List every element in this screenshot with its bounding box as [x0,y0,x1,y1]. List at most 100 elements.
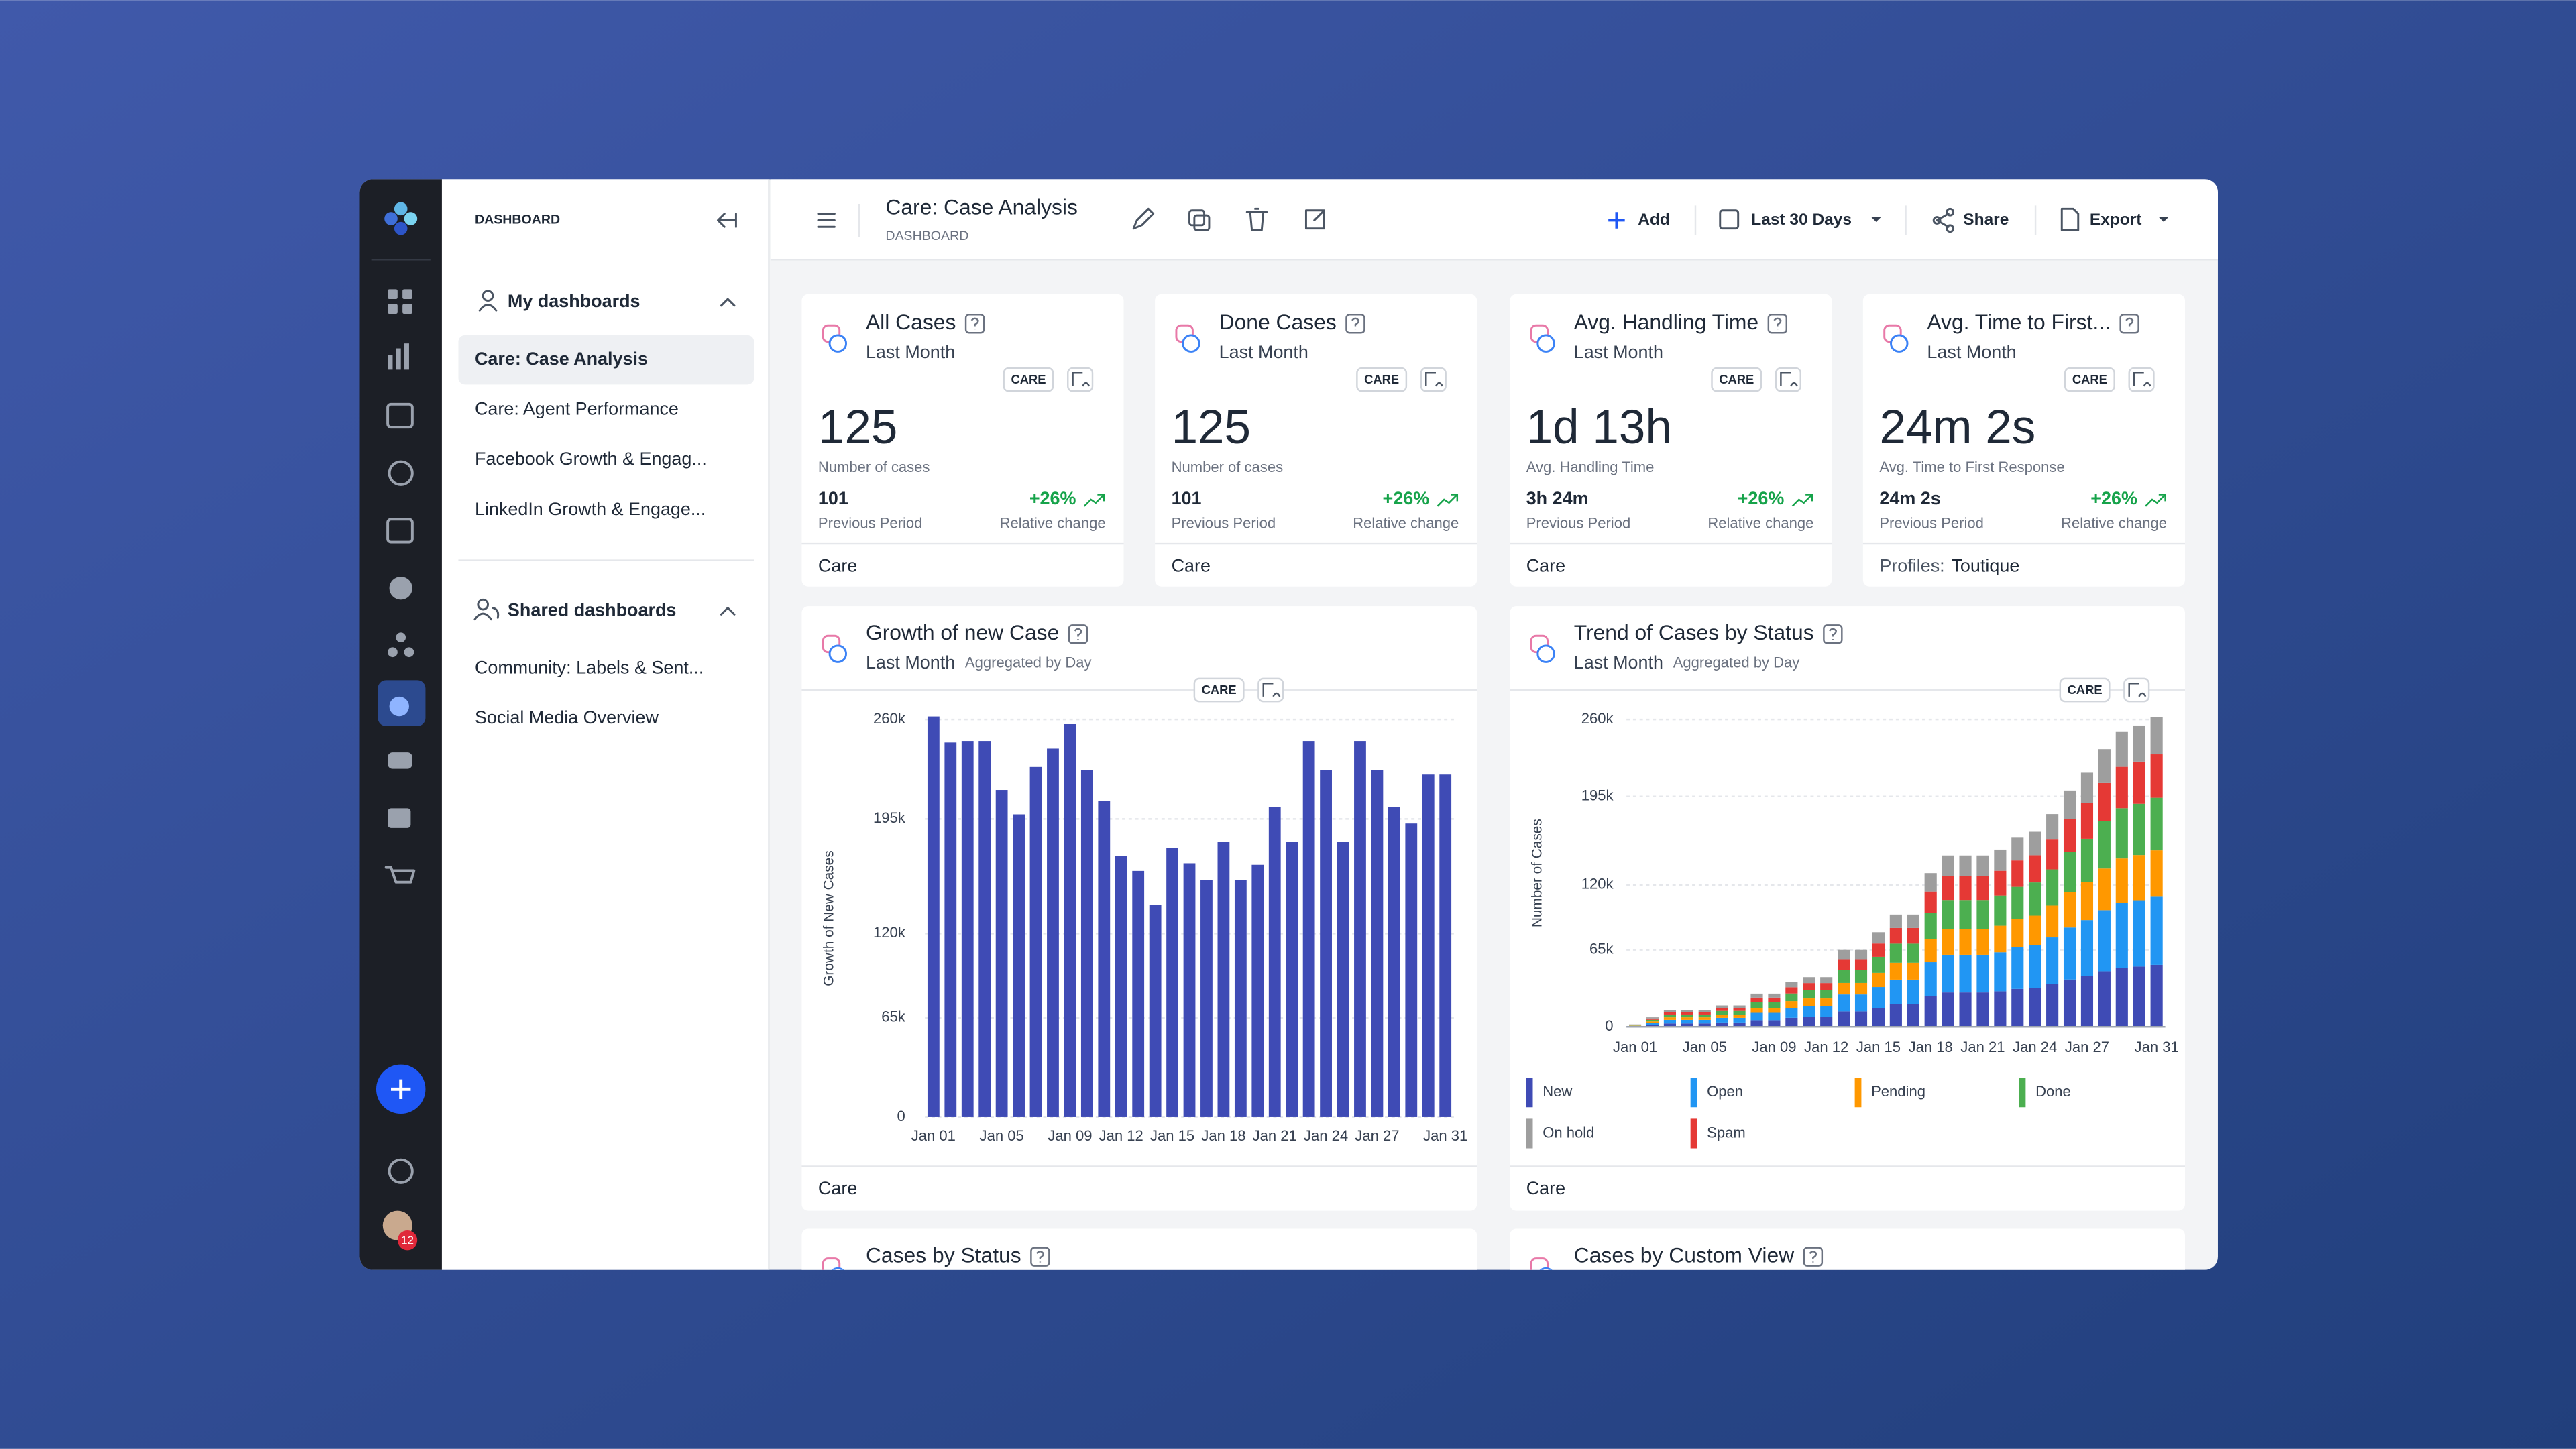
section-title[interactable]: My dashboards [508,291,640,311]
bar [1132,870,1145,1117]
bar [1371,770,1384,1117]
bar-segment [1716,1010,1728,1015]
widget-title: Cases by Status [866,1243,1021,1267]
window: 12 DASHBOARD My dashboards Care: Case An… [359,179,2218,1270]
kpi-card: All Cases Last Month CARE 125 Number of case… [801,294,1124,587]
x-tick-label: Jan 12 [1099,1127,1143,1144]
help-icon[interactable] [1823,624,1843,644]
add-button-icon [391,1079,411,1100]
help-icon-glyph [1809,1251,1817,1263]
bar-segment [1854,994,1868,1012]
user-icon [482,290,494,302]
bar-segment [1768,1002,1781,1008]
legend-swatch [1690,1078,1697,1108]
bar-segment [1803,1006,1815,1017]
profile-icon[interactable] [1775,367,1802,392]
header-action[interactable]: Share [1963,211,2009,229]
bar-segment [1716,1005,1728,1008]
bar-segment [2080,976,2094,1027]
y-tick-label: 0 [897,1108,905,1124]
edit-icon[interactable] [1132,207,1155,230]
profile-icon[interactable] [1067,367,1094,392]
x-tick-label: Jan 01 [1613,1039,1657,1055]
help-icon[interactable] [1767,314,1788,334]
delete-icon[interactable] [1245,207,1268,231]
help-icon[interactable] [1068,624,1088,644]
dashboard-link[interactable]: Social Media Overview [475,707,659,728]
help-icon[interactable] [2119,314,2139,334]
bar-segment [2098,868,2111,911]
legend-label[interactable]: Open [1707,1083,1743,1100]
bar-segment [1976,876,1989,901]
open-icon[interactable] [1304,209,1325,230]
help-icon[interactable] [1345,314,1365,334]
bar-segment [2150,797,2163,851]
dashboard-link[interactable]: LinkedIn Growth & Engage... [475,499,706,519]
bar-segment [1838,959,1850,970]
help-icon[interactable] [964,314,985,334]
bar [1217,842,1230,1117]
legend-label[interactable]: Spam [1707,1124,1746,1141]
bar-segment [1663,1019,1676,1024]
y-tick-label: 0 [1605,1017,1613,1034]
widget-icon [1530,1257,1549,1270]
profile-icon-glyph [2133,372,2151,387]
change-value: +26% [2090,488,2137,508]
legend-label[interactable]: Done [2035,1083,2071,1100]
bar-segment [2063,819,2076,852]
bar-segment [1803,983,1815,990]
bar-segment [1663,1014,1676,1018]
bar-segment [1889,1004,1902,1027]
bar-segment [1889,927,1902,944]
profile-icon-glyph [1425,372,1443,387]
chevron[interactable] [720,607,736,616]
dashboard-link[interactable]: Community: Labels & Sent... [475,657,704,677]
bar-segment [1803,998,1815,1006]
bar-segment [2150,754,2163,798]
bar-segment [2150,717,2163,755]
y-tick-label: 120k [1581,876,1614,892]
bar-segment [2029,882,2041,916]
bar-segment [1716,1022,1728,1027]
bar-segment [2133,966,2145,1027]
profile-icon[interactable] [2123,677,2150,703]
bar-segment [2063,852,2076,892]
profile-icon[interactable] [2128,367,2155,392]
bar-segment [2011,988,2024,1027]
widget-title: Cases by Custom View [1574,1243,1795,1267]
header-action[interactable]: Add [1638,211,1670,229]
bar-segment [2063,790,2076,819]
caret [2158,217,2169,222]
card-footer: Care [818,1178,857,1198]
section-title[interactable]: Shared dashboards [508,600,677,620]
help-icon[interactable] [1803,1247,1824,1267]
card-title: Avg. Time to First... [1927,310,2111,334]
bar [1064,723,1076,1117]
bar-segment [1681,1023,1693,1027]
bar-segment [1976,929,1989,955]
dashboard-link[interactable]: Facebook Growth & Engag... [475,449,707,469]
dashboard-link[interactable]: Care: Case Analysis [475,349,648,369]
header-action[interactable]: Export [2090,211,2142,229]
collapse-icon[interactable] [717,213,737,228]
legend-label[interactable]: On hold [1543,1124,1594,1141]
rail-icons[interactable] [378,289,426,884]
bar-segment [1803,990,1815,999]
settings-icon[interactable] [388,1158,414,1184]
bar [1200,880,1213,1117]
bar-segment [2133,803,2145,856]
dashboard-link[interactable]: Care: Agent Performance [475,399,679,419]
header-action[interactable]: Last 30 Days [1751,211,1852,229]
menu-icon[interactable] [817,213,836,228]
bar [1234,880,1247,1117]
help-icon[interactable] [1030,1247,1050,1267]
profile-icon[interactable] [1257,677,1284,703]
legend-label[interactable]: Pending [1871,1083,1925,1100]
profile-icon[interactable] [1420,367,1447,392]
bar-segment [1768,997,1781,1002]
bar-segment [2150,964,2163,1027]
share-node [1946,207,1955,217]
chevron[interactable] [720,298,736,307]
copy-icon[interactable] [1188,209,1206,227]
legend-label[interactable]: New [1543,1083,1572,1100]
